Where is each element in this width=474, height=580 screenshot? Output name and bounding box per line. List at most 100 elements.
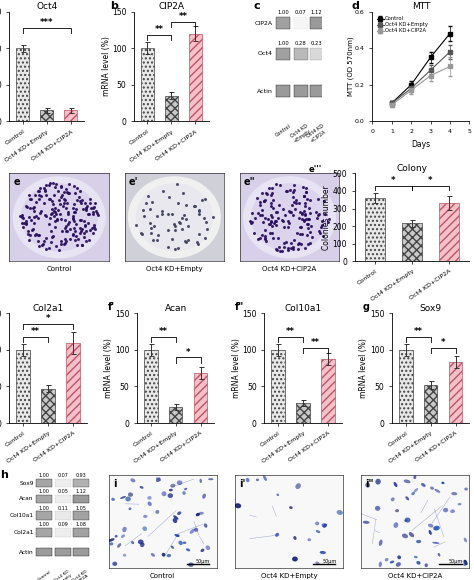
Ellipse shape [397, 556, 401, 559]
Ellipse shape [190, 529, 195, 534]
Ellipse shape [155, 510, 159, 514]
Ellipse shape [396, 562, 401, 567]
Title: Acan: Acan [164, 303, 187, 313]
Text: *: * [391, 176, 396, 185]
Ellipse shape [275, 533, 279, 536]
Ellipse shape [438, 553, 440, 557]
Ellipse shape [385, 558, 389, 561]
Title: Oct4: Oct4 [36, 2, 57, 11]
Ellipse shape [379, 561, 382, 567]
Ellipse shape [375, 478, 381, 484]
Text: 1.08: 1.08 [75, 523, 86, 527]
Text: e: e [13, 177, 20, 187]
Ellipse shape [117, 543, 121, 548]
Text: Control: Control [46, 266, 72, 271]
Bar [36, 548, 53, 556]
Text: Oct4 KD
+CIP2A: Oct4 KD +CIP2A [305, 124, 328, 144]
Text: *: * [186, 347, 191, 357]
Y-axis label: mRNA level (%): mRNA level (%) [232, 338, 241, 398]
Ellipse shape [404, 480, 410, 483]
X-axis label: Days: Days [411, 140, 430, 148]
Ellipse shape [395, 509, 399, 512]
Text: h: h [0, 470, 8, 480]
Title: Sox9: Sox9 [419, 303, 442, 313]
Ellipse shape [162, 553, 165, 557]
Ellipse shape [404, 520, 408, 522]
Text: Oct4 KD+Empty: Oct4 KD+Empty [146, 266, 203, 271]
Ellipse shape [122, 527, 127, 532]
Bar [194, 374, 208, 423]
Text: g: g [363, 302, 370, 312]
Bar [165, 96, 178, 121]
Bar [310, 85, 323, 97]
Y-axis label: mRNA level (%): mRNA level (%) [359, 338, 368, 398]
Bar [424, 385, 438, 423]
Ellipse shape [428, 524, 433, 528]
Text: 0.28: 0.28 [295, 41, 307, 46]
Ellipse shape [206, 545, 210, 550]
Bar [439, 203, 459, 261]
Bar [55, 548, 71, 556]
Ellipse shape [441, 481, 445, 484]
Bar [66, 343, 80, 423]
Ellipse shape [123, 554, 126, 557]
Ellipse shape [430, 487, 434, 490]
Ellipse shape [365, 483, 370, 488]
Circle shape [13, 177, 105, 258]
Bar [402, 223, 422, 261]
Title: CIP2A: CIP2A [158, 2, 184, 11]
Ellipse shape [337, 510, 343, 515]
Bar [73, 495, 89, 503]
Title: Col10a1: Col10a1 [284, 303, 322, 313]
Text: CIP2A: CIP2A [255, 21, 273, 26]
Ellipse shape [204, 523, 208, 528]
Ellipse shape [402, 534, 408, 538]
Ellipse shape [174, 534, 180, 537]
Text: 1.00: 1.00 [39, 523, 50, 527]
Text: *: * [46, 314, 50, 323]
Bar [16, 48, 29, 121]
Bar [321, 358, 335, 423]
Ellipse shape [130, 478, 136, 483]
Ellipse shape [316, 530, 320, 533]
Ellipse shape [323, 524, 327, 528]
Ellipse shape [139, 486, 144, 489]
Ellipse shape [108, 538, 115, 542]
Bar [276, 85, 290, 97]
Ellipse shape [246, 478, 249, 482]
Bar [64, 110, 77, 121]
Ellipse shape [173, 515, 178, 520]
Bar [449, 362, 463, 423]
Text: i: i [113, 479, 117, 489]
Ellipse shape [138, 539, 144, 545]
Bar [73, 479, 89, 487]
Ellipse shape [128, 508, 131, 510]
Ellipse shape [432, 542, 439, 544]
Text: 1.12: 1.12 [310, 10, 322, 15]
Y-axis label: mRNA level (%): mRNA level (%) [104, 338, 113, 398]
Ellipse shape [256, 478, 259, 481]
Ellipse shape [162, 491, 166, 496]
Text: Oct4 KD
+Empty: Oct4 KD +Empty [289, 124, 312, 144]
Text: i": i" [365, 479, 374, 489]
Ellipse shape [199, 512, 204, 515]
Ellipse shape [413, 488, 418, 492]
Text: Oct4 KD
+CIP2A: Oct4 KD +CIP2A [71, 570, 91, 580]
Ellipse shape [151, 553, 155, 557]
Ellipse shape [143, 515, 147, 518]
Bar [276, 48, 290, 60]
Ellipse shape [202, 494, 206, 499]
Ellipse shape [147, 496, 152, 500]
Ellipse shape [464, 560, 468, 565]
Text: Col2a1: Col2a1 [13, 530, 34, 535]
Ellipse shape [443, 508, 448, 512]
Ellipse shape [451, 492, 457, 495]
Bar [276, 17, 290, 29]
Ellipse shape [390, 561, 394, 563]
Ellipse shape [308, 538, 311, 541]
Ellipse shape [319, 551, 326, 554]
Text: 1.00: 1.00 [277, 41, 289, 46]
Ellipse shape [315, 561, 319, 565]
Text: 50μm: 50μm [196, 559, 210, 564]
Bar [294, 17, 308, 29]
